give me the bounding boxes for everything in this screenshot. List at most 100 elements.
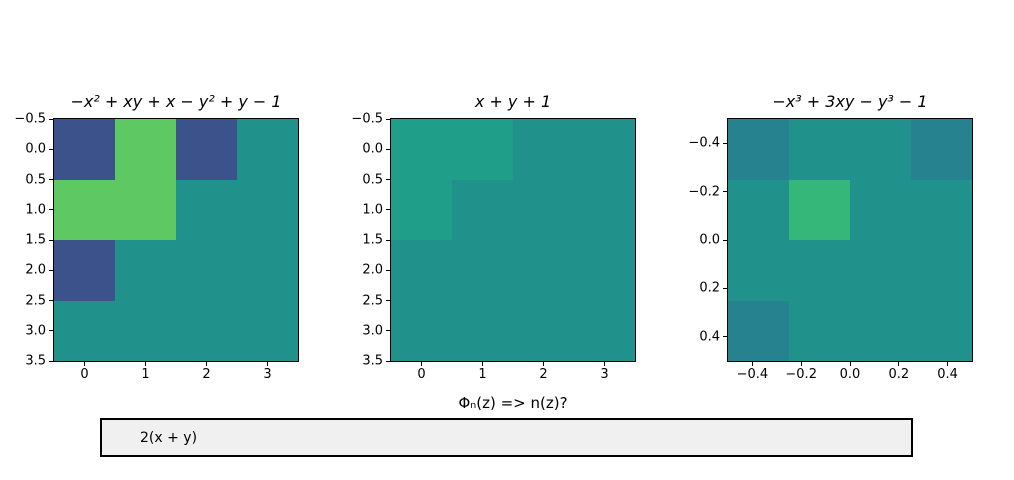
x-tick-label: 3 xyxy=(263,367,272,382)
x-tick-label: 0 xyxy=(80,367,89,382)
heatmap-cell xyxy=(391,240,452,301)
y-tick-label: 1.0 xyxy=(362,202,383,218)
heatmap-cell xyxy=(911,240,972,301)
x-tick-label: 0 xyxy=(417,367,426,382)
heatmap-cell xyxy=(513,119,574,180)
x-tick-mark xyxy=(267,362,268,366)
heatmap-cell xyxy=(237,240,298,301)
y-tick-mark xyxy=(723,239,727,241)
y-tick-mark xyxy=(386,330,390,332)
y-tick-label: 1.0 xyxy=(25,202,46,218)
heatmap-cell xyxy=(391,119,452,180)
y-tick-label: 0.0 xyxy=(362,141,383,157)
y-tick-label: 2.5 xyxy=(25,293,46,308)
plot-1-heatmap-grid xyxy=(54,119,298,361)
y-tick-label: 3.0 xyxy=(362,323,383,339)
plot-2-axes: 0 1 2 3 −0.5 0.0 0.5 1.0 1.5 2.0 2.5 3.0 3.5 xyxy=(351,113,636,381)
y-tick-label: 1.5 xyxy=(25,232,46,248)
x-tick-label: 0.4 xyxy=(937,367,958,382)
y-tick-mark xyxy=(386,300,390,301)
y-tick-mark xyxy=(386,269,390,271)
heatmap-plot-3: −x³ + 3xy − y³ − 1 −0.4 −0.2 0.0 0.2 0.4 −0.4… xyxy=(688,93,973,381)
y-tick-label: −0.2 xyxy=(688,184,720,200)
y-tick-label: 0.2 xyxy=(699,280,720,296)
x-tick-mark xyxy=(543,362,544,366)
heatmap-cell xyxy=(452,300,513,361)
x-tick-label: 3 xyxy=(600,367,609,382)
y-tick-label: 1.5 xyxy=(362,232,383,248)
y-tick-mark xyxy=(386,179,390,180)
heatmap-cell xyxy=(911,179,972,240)
heatmap-plot-1: −x² + xy + x − y² + y − 1 0 1 2 3 −0.5 0.0 0.5… xyxy=(14,93,299,381)
heatmap-cell xyxy=(176,300,237,361)
y-tick-mark xyxy=(386,148,390,150)
x-tick-mark xyxy=(482,362,483,366)
heatmap-cell xyxy=(789,300,850,361)
y-tick-mark xyxy=(49,148,53,150)
heatmap-cell xyxy=(789,119,850,180)
heatmap-cell xyxy=(391,179,452,240)
heatmap-cell xyxy=(728,179,789,240)
x-tick-label: 2 xyxy=(539,367,548,382)
heatmap-cell xyxy=(911,119,972,180)
heatmap-cell xyxy=(513,179,574,240)
heatmap-cell xyxy=(574,179,635,240)
y-tick-label: −0.5 xyxy=(351,111,383,127)
heatmap-cell xyxy=(574,119,635,180)
heatmap-cell xyxy=(513,300,574,361)
heatmap-cell xyxy=(850,119,911,180)
answer-textbox[interactable]: 2(x + y) xyxy=(100,418,913,457)
plot-1-title: −x² + xy + x − y² + y − 1 xyxy=(70,92,282,112)
heatmap-cell xyxy=(54,119,115,180)
heatmap-cell xyxy=(115,300,176,361)
x-tick-mark xyxy=(751,362,753,366)
y-tick-mark xyxy=(49,118,53,120)
heatmap-cell xyxy=(115,240,176,301)
y-tick-label: 0.4 xyxy=(699,329,720,345)
y-tick-label: 0.5 xyxy=(25,172,46,187)
x-tick-label: 1 xyxy=(478,367,487,382)
heatmap-cell xyxy=(850,179,911,240)
x-tick-label: −0.2 xyxy=(785,367,817,382)
heatmap-cell xyxy=(54,300,115,361)
heatmap-cell xyxy=(850,300,911,361)
y-tick-label: 3.0 xyxy=(25,323,46,339)
heatmap-cell xyxy=(115,179,176,240)
heatmap-cell xyxy=(789,240,850,301)
heatmap-cell xyxy=(54,179,115,240)
y-tick-label: 2.5 xyxy=(362,293,383,308)
y-tick-mark xyxy=(386,209,390,211)
heatmap-cell xyxy=(237,300,298,361)
y-tick-mark xyxy=(49,209,53,211)
y-tick-mark xyxy=(723,336,727,338)
heatmap-cell xyxy=(452,240,513,301)
x-tick-mark xyxy=(898,362,900,366)
y-tick-label: 3.5 xyxy=(25,353,46,369)
x-tick-label: −0.4 xyxy=(736,367,769,382)
plot-2-heatmap-grid xyxy=(391,119,635,361)
plot-3-title: −x³ + 3xy − y³ − 1 xyxy=(772,92,928,112)
y-tick-mark xyxy=(49,330,53,332)
x-tick-label: 0.2 xyxy=(888,367,910,382)
y-tick-mark xyxy=(49,269,53,271)
x-tick-mark xyxy=(947,362,949,366)
x-tick-mark xyxy=(84,362,85,366)
heatmap-cell xyxy=(176,119,237,180)
heatmap-cell xyxy=(237,119,298,180)
y-tick-mark xyxy=(723,142,727,144)
y-tick-mark xyxy=(723,287,727,289)
x-tick-mark xyxy=(849,362,851,366)
y-tick-mark xyxy=(49,360,53,362)
heatmap-cell xyxy=(115,119,176,180)
y-tick-label: 2.0 xyxy=(25,262,46,278)
plot-2-title: x + y + 1 xyxy=(474,92,552,112)
heatmap-cell xyxy=(176,240,237,301)
heatmap-cell xyxy=(728,240,789,301)
heatmap-cell xyxy=(850,240,911,301)
heatmap-cell xyxy=(911,300,972,361)
y-tick-mark xyxy=(386,118,390,120)
heatmap-plot-2: x + y + 1 0 1 2 3 −0.5 0.0 0.5 1.0 1.5 2.0 2.5 3.0 3… xyxy=(351,93,636,381)
heatmap-cell xyxy=(728,119,789,180)
y-tick-label: 0.0 xyxy=(699,232,720,248)
